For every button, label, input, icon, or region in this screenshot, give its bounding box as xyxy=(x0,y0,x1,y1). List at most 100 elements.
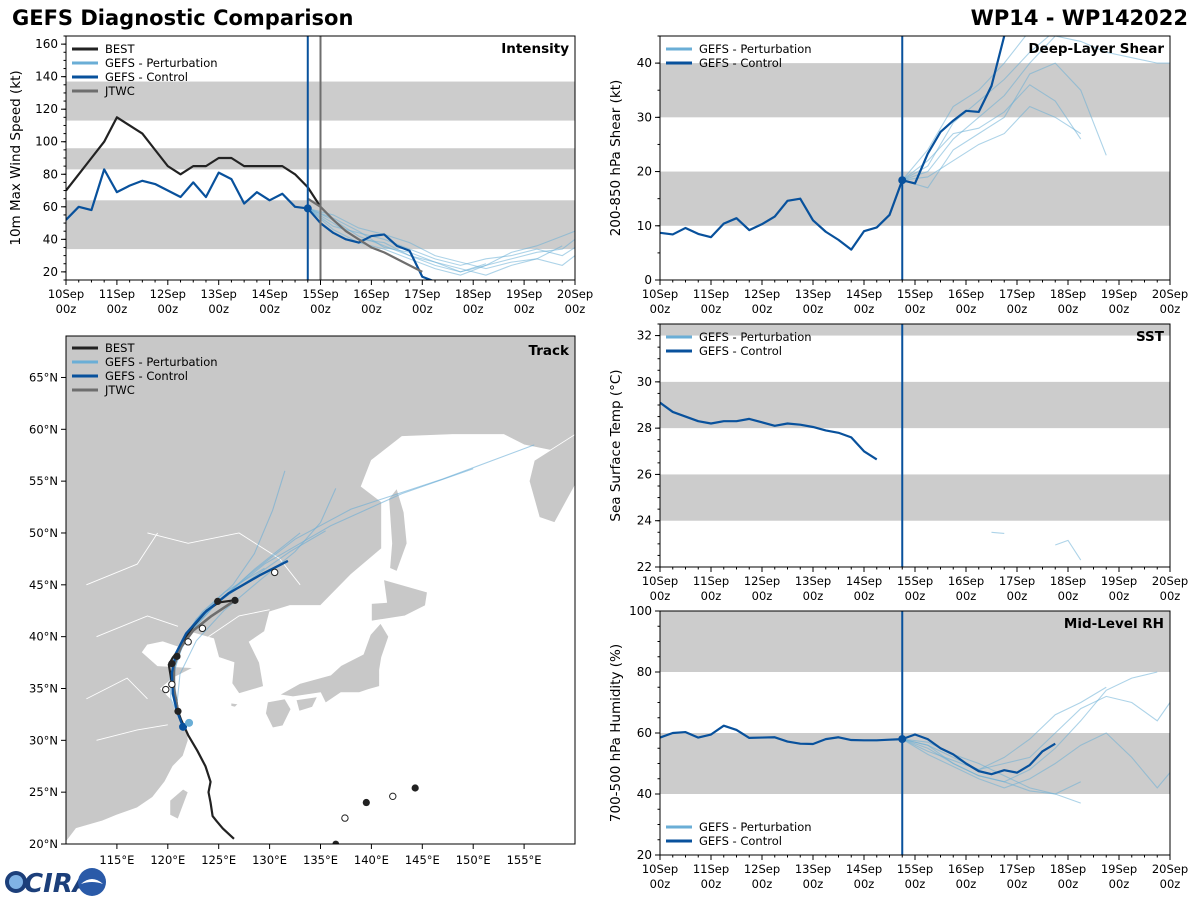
rh-xtick-day: 12Sep xyxy=(744,862,780,876)
rh-ytick-label: 80 xyxy=(637,665,652,679)
intensity-ytick-label: 60 xyxy=(43,200,58,214)
intensity-xtick-hour: 00z xyxy=(107,302,128,316)
track-best-point xyxy=(168,660,176,668)
sst-xtick-hour: 00z xyxy=(803,589,824,603)
shear-xtick-day: 20Sep xyxy=(1152,287,1188,301)
sst-xtick-day: 18Sep xyxy=(1050,574,1086,588)
border-line-1 xyxy=(86,532,158,586)
sst-ytick-label: 28 xyxy=(637,421,652,435)
sst-xtick-hour: 00z xyxy=(752,589,773,603)
rh-xtick-hour: 00z xyxy=(1058,877,1079,891)
intensity-ytick-label: 100 xyxy=(35,135,58,149)
shear-xtick-day: 17Sep xyxy=(999,287,1035,301)
sst-ytick-label: 30 xyxy=(637,375,652,389)
rh-perturbation-line-1 xyxy=(902,671,1158,783)
sst-perturbation-line-1 xyxy=(1055,539,1082,561)
sst-xtick-day: 14Sep xyxy=(846,574,882,588)
track-xtick-label: 150°E xyxy=(456,853,491,867)
intensity-legend-label: BEST xyxy=(105,42,135,56)
intensity-xtick-hour: 00z xyxy=(310,302,331,316)
sst-xtick-hour: 00z xyxy=(1007,589,1028,603)
shear-xtick-hour: 00z xyxy=(1058,302,1079,316)
track-best-point xyxy=(332,840,340,844)
shear-xtick-hour: 00z xyxy=(803,302,824,316)
rh-xtick-hour: 00z xyxy=(1109,877,1130,891)
sst-xtick-hour: 00z xyxy=(956,589,977,603)
rh-ytick-label: 60 xyxy=(637,726,652,740)
track-xtick-label: 145°E xyxy=(405,853,440,867)
track-best-open-point xyxy=(162,685,170,694)
track-ytick-label: 25°N xyxy=(29,785,58,799)
sst-xtick-day: 19Sep xyxy=(1101,574,1137,588)
shear-perturbation-line-0 xyxy=(902,36,1170,181)
sst-series-gefs-control xyxy=(660,401,878,461)
track-best-point xyxy=(174,707,182,715)
track-xtick-label: 125°E xyxy=(201,853,236,867)
track-control-start-point xyxy=(179,722,188,731)
intensity-xtick-hour: 00z xyxy=(208,302,229,316)
sst-ytick-label: 22 xyxy=(637,560,652,574)
intensity-series-gefs-control xyxy=(66,168,434,280)
rh-xtick-day: 17Sep xyxy=(999,862,1035,876)
track-best-open-point xyxy=(198,624,207,633)
shear-xtick-hour: 00z xyxy=(650,302,671,316)
border-line-4 xyxy=(86,677,148,700)
intensity-xtick-day: 11Sep xyxy=(99,287,135,301)
shear-xtick-day: 19Sep xyxy=(1101,287,1137,301)
track-xtick-label: 140°E xyxy=(354,853,389,867)
shear-title: Deep-Layer Shear xyxy=(1028,41,1164,57)
figure-title-left: GEFS Diagnostic Comparison xyxy=(12,6,354,30)
sst-xtick-hour: 00z xyxy=(854,589,875,603)
track-best-point xyxy=(173,652,181,660)
track-best-point xyxy=(411,784,419,792)
shear-xtick-hour: 00z xyxy=(701,302,722,316)
shear-xtick-hour: 00z xyxy=(956,302,977,316)
land-jeju xyxy=(230,702,239,708)
shear-xtick-hour: 00z xyxy=(752,302,773,316)
shear-xtick-hour: 00z xyxy=(1109,302,1130,316)
rh-xtick-hour: 00z xyxy=(752,877,773,891)
intensity-current-point xyxy=(303,204,312,213)
sst-xtick-day: 13Sep xyxy=(795,574,831,588)
sst-band-2 xyxy=(660,324,1170,336)
sst-legend-label: GEFS - Control xyxy=(699,344,782,358)
border-line-3 xyxy=(96,615,179,638)
sst-xtick-hour: 00z xyxy=(905,589,926,603)
sst-xtick-hour: 00z xyxy=(701,589,722,603)
rh-legend-label: GEFS - Control xyxy=(699,834,782,848)
rh-xtick-day: 13Sep xyxy=(795,862,831,876)
track-control-line xyxy=(170,559,289,728)
sst-ytick-label: 24 xyxy=(637,514,652,528)
shear-xtick-hour: 00z xyxy=(905,302,926,316)
rh-xtick-hour: 00z xyxy=(1160,877,1181,891)
rh-ytick-label: 40 xyxy=(637,787,652,801)
rh-perturbation-line-5 xyxy=(902,738,1081,804)
sst-ylabel: Sea Surface Temp (°C) xyxy=(608,369,624,521)
intensity-panel: 2040608010012014016010Sep00z11Sep00z12Se… xyxy=(8,35,593,316)
intensity-plot-area xyxy=(66,116,575,280)
intensity-xtick-hour: 00z xyxy=(259,302,280,316)
sst-band-0 xyxy=(660,474,1170,521)
rh-xtick-hour: 00z xyxy=(905,877,926,891)
track-best-open-point xyxy=(389,792,397,801)
rh-current-point xyxy=(898,735,907,744)
sst-title: SST xyxy=(1136,329,1165,345)
intensity-xtick-day: 15Sep xyxy=(302,287,338,301)
track-legend-label: JTWC xyxy=(104,383,135,397)
intensity-xtick-day: 17Sep xyxy=(404,287,440,301)
sst-xtick-day: 20Sep xyxy=(1152,574,1188,588)
track-ytick-label: 50°N xyxy=(29,526,58,540)
track-xtick-label: 120°E xyxy=(150,853,185,867)
intensity-xtick-day: 18Sep xyxy=(455,287,491,301)
shear-perturbation-line-1 xyxy=(901,84,1082,181)
land-kyushu xyxy=(265,698,292,729)
land-sakhalin xyxy=(388,487,408,572)
sst-xtick-day: 11Sep xyxy=(693,574,729,588)
figure-title-right: WP14 - WP142022 xyxy=(970,6,1188,30)
sst-xtick-hour: 00z xyxy=(1160,589,1181,603)
intensity-perturbation-line-2 xyxy=(307,207,563,270)
intensity-xtick-day: 14Sep xyxy=(251,287,287,301)
shear-perturbation-line-3 xyxy=(901,36,1050,181)
sst-xtick-hour: 00z xyxy=(650,589,671,603)
shear-xtick-hour: 00z xyxy=(854,302,875,316)
